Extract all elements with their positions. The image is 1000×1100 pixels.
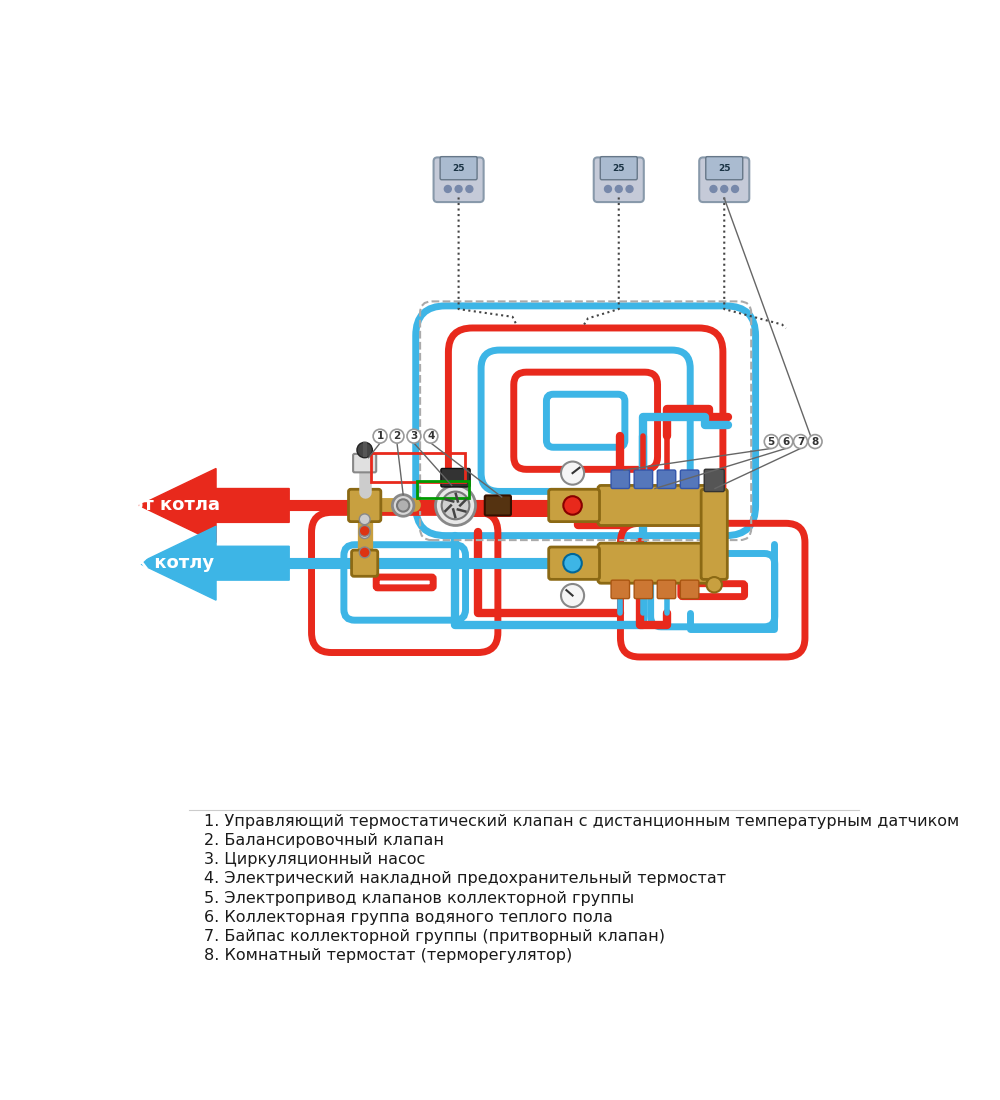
FancyBboxPatch shape [348, 490, 381, 521]
Circle shape [390, 429, 404, 443]
Text: 5. Электропривод клапанов коллекторной группы: 5. Электропривод клапанов коллекторной г… [205, 891, 635, 905]
Text: 5: 5 [768, 437, 775, 447]
Circle shape [721, 186, 728, 192]
FancyBboxPatch shape [657, 470, 676, 488]
Text: 6: 6 [782, 437, 789, 447]
FancyBboxPatch shape [485, 495, 511, 516]
FancyBboxPatch shape [549, 547, 600, 580]
Text: от котла: от котла [131, 496, 220, 515]
FancyBboxPatch shape [611, 470, 630, 488]
Circle shape [794, 434, 807, 449]
Circle shape [466, 186, 473, 192]
FancyBboxPatch shape [434, 157, 484, 202]
FancyBboxPatch shape [440, 156, 477, 179]
Text: 25: 25 [452, 164, 465, 173]
FancyBboxPatch shape [706, 156, 743, 179]
Circle shape [359, 528, 370, 539]
FancyBboxPatch shape [680, 470, 699, 488]
Circle shape [357, 442, 372, 458]
FancyBboxPatch shape [598, 485, 708, 526]
Circle shape [359, 514, 370, 525]
Circle shape [392, 495, 414, 516]
Circle shape [808, 434, 822, 449]
Circle shape [359, 547, 370, 558]
Bar [371, 453, 465, 482]
Circle shape [424, 429, 438, 443]
Circle shape [455, 186, 462, 192]
Circle shape [615, 186, 622, 192]
Circle shape [605, 186, 611, 192]
FancyBboxPatch shape [549, 490, 600, 521]
FancyBboxPatch shape [594, 157, 644, 202]
Circle shape [373, 429, 387, 443]
Circle shape [407, 429, 421, 443]
Text: 8: 8 [811, 437, 819, 447]
Text: 3. Циркуляционный насос: 3. Циркуляционный насос [205, 852, 426, 867]
Circle shape [710, 186, 717, 192]
Text: к котлу: к котлу [136, 554, 214, 572]
Circle shape [563, 554, 582, 572]
Bar [417, 481, 469, 497]
Circle shape [359, 526, 370, 537]
FancyBboxPatch shape [680, 580, 699, 598]
Text: 2. Балансировочный клапан: 2. Балансировочный клапан [205, 833, 444, 848]
Text: 8. Комнатный термостат (терморегулятор): 8. Комнатный термостат (терморегулятор) [205, 948, 573, 964]
Circle shape [764, 434, 778, 449]
Circle shape [397, 499, 409, 512]
Circle shape [707, 578, 722, 593]
Polygon shape [139, 469, 289, 542]
Text: 6. Коллекторная группа водяного теплого пола: 6. Коллекторная группа водяного теплого … [205, 910, 613, 925]
Text: 7: 7 [797, 437, 804, 447]
Text: 4: 4 [427, 431, 435, 441]
Text: 3: 3 [410, 431, 418, 441]
Text: 25: 25 [718, 164, 730, 173]
FancyBboxPatch shape [634, 580, 653, 598]
Text: 1. Управляющий термостатический клапан с дистанционным температурным датчиком: 1. Управляющий термостатический клапан с… [205, 814, 960, 828]
FancyBboxPatch shape [657, 580, 676, 598]
Circle shape [561, 462, 584, 485]
FancyBboxPatch shape [352, 550, 378, 576]
Circle shape [436, 485, 476, 526]
FancyBboxPatch shape [441, 469, 470, 487]
FancyBboxPatch shape [634, 470, 653, 488]
FancyBboxPatch shape [701, 490, 727, 580]
Text: 7. Байпас коллекторной группы (притворный клапан): 7. Байпас коллекторной группы (притворны… [205, 930, 666, 944]
FancyBboxPatch shape [600, 156, 637, 179]
Circle shape [561, 584, 584, 607]
Circle shape [779, 434, 793, 449]
FancyBboxPatch shape [699, 157, 749, 202]
Circle shape [626, 186, 633, 192]
Circle shape [442, 492, 469, 519]
FancyBboxPatch shape [353, 454, 376, 472]
Text: 4. Электрический накладной предохранительный термостат: 4. Электрический накладной предохранител… [205, 871, 727, 887]
Polygon shape [139, 526, 289, 601]
Circle shape [732, 186, 738, 192]
FancyBboxPatch shape [611, 580, 630, 598]
Text: 2: 2 [393, 431, 401, 441]
Circle shape [444, 186, 451, 192]
FancyBboxPatch shape [598, 543, 708, 583]
FancyBboxPatch shape [704, 470, 724, 492]
Text: 1: 1 [376, 431, 384, 441]
Text: 25: 25 [613, 164, 625, 173]
Circle shape [563, 496, 582, 515]
